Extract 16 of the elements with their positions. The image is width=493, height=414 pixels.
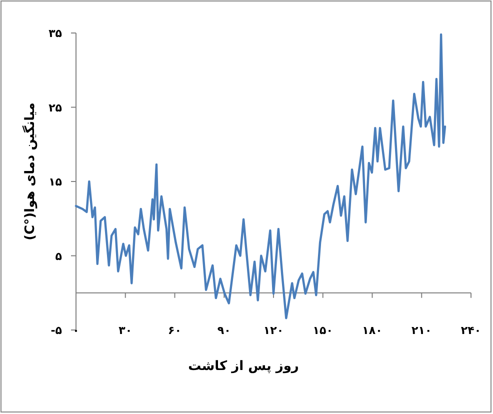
xtick: ۶۰ [168, 324, 182, 337]
xtick: ۱۸۰ [362, 324, 382, 337]
ytick: ۲۵ [48, 101, 62, 114]
xtick: ۱۲۰ [263, 324, 284, 337]
xtick: ۲۴۰ [460, 324, 482, 337]
ytick: ۱۵ [48, 176, 62, 188]
ytick: ۵ [55, 250, 62, 263]
xtick: ۰ [72, 324, 80, 337]
ylabel: میانگین دمای هوا(°C) [23, 102, 38, 240]
ytick: ۳۵ [48, 27, 62, 40]
xtick: ۹۰ [217, 324, 231, 337]
ytick: -۵ [50, 324, 62, 337]
xtick: ۲۱۰ [412, 324, 432, 337]
xtick: ۱۵۰ [312, 324, 333, 337]
xlabel: روز پس از کاشت [188, 359, 299, 374]
xtick: ۳۰ [118, 324, 132, 337]
